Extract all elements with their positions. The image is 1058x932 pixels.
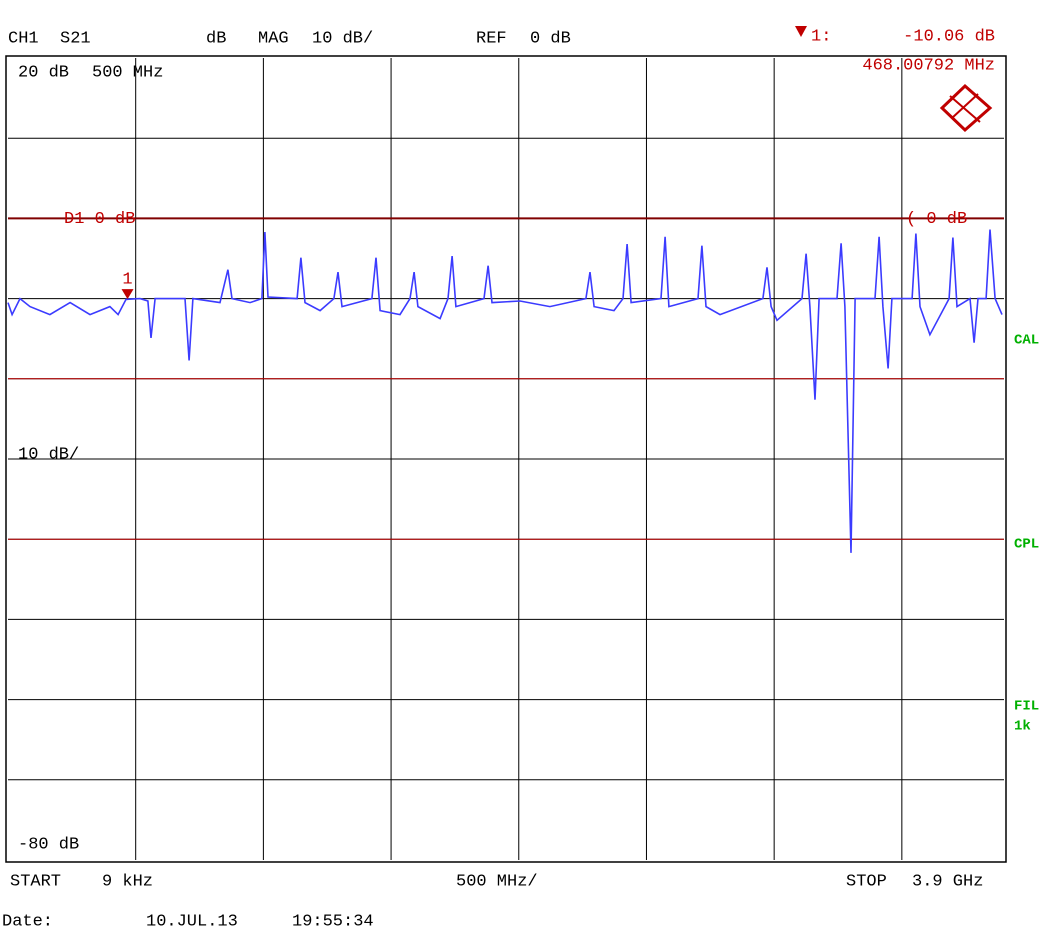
display-line-right: ( 0 dB: [906, 210, 967, 229]
top-freq: 500 MHz: [92, 63, 163, 82]
marker: [121, 289, 134, 300]
side-label: CPL: [1014, 537, 1039, 553]
bottom-level: -80 dB: [18, 835, 79, 854]
start-value: 9 kHz: [102, 872, 153, 891]
marker-icon: [795, 26, 807, 37]
trace: [7, 229, 1003, 553]
display-line-label: D1 0 dB: [64, 210, 135, 229]
scale-label: 10 dB/: [18, 445, 79, 464]
ref-label: REF: [476, 29, 507, 48]
time: 19:55:34: [292, 912, 374, 931]
stop-value: 3.9 GHz: [912, 872, 983, 891]
logo: [939, 83, 993, 133]
span: 500 MHz/: [456, 872, 538, 891]
plot-frame: [5, 55, 1007, 863]
side-label: 1k: [1014, 719, 1031, 735]
side-label: FIL: [1014, 699, 1039, 715]
channel: CH1: [8, 29, 39, 48]
side-label: CAL: [1014, 333, 1039, 349]
ref-value: 0 dB: [530, 29, 571, 48]
format-unit: dB: [206, 29, 226, 48]
date-label: Date:: [2, 912, 53, 931]
marker-name: 1:: [811, 27, 831, 46]
marker-level: -10.06 dB: [903, 27, 995, 46]
marker-frequency: 468.00792 MHz: [862, 56, 995, 75]
stop-label: STOP: [846, 872, 887, 891]
top-level: 20 dB: [18, 63, 69, 82]
date: 10.JUL.13: [146, 912, 238, 931]
scale: 10 dB/: [312, 29, 373, 48]
marker-label: 1: [122, 271, 132, 290]
parameter: S21: [60, 29, 91, 48]
format: MAG: [258, 29, 289, 48]
start-label: START: [10, 872, 61, 891]
